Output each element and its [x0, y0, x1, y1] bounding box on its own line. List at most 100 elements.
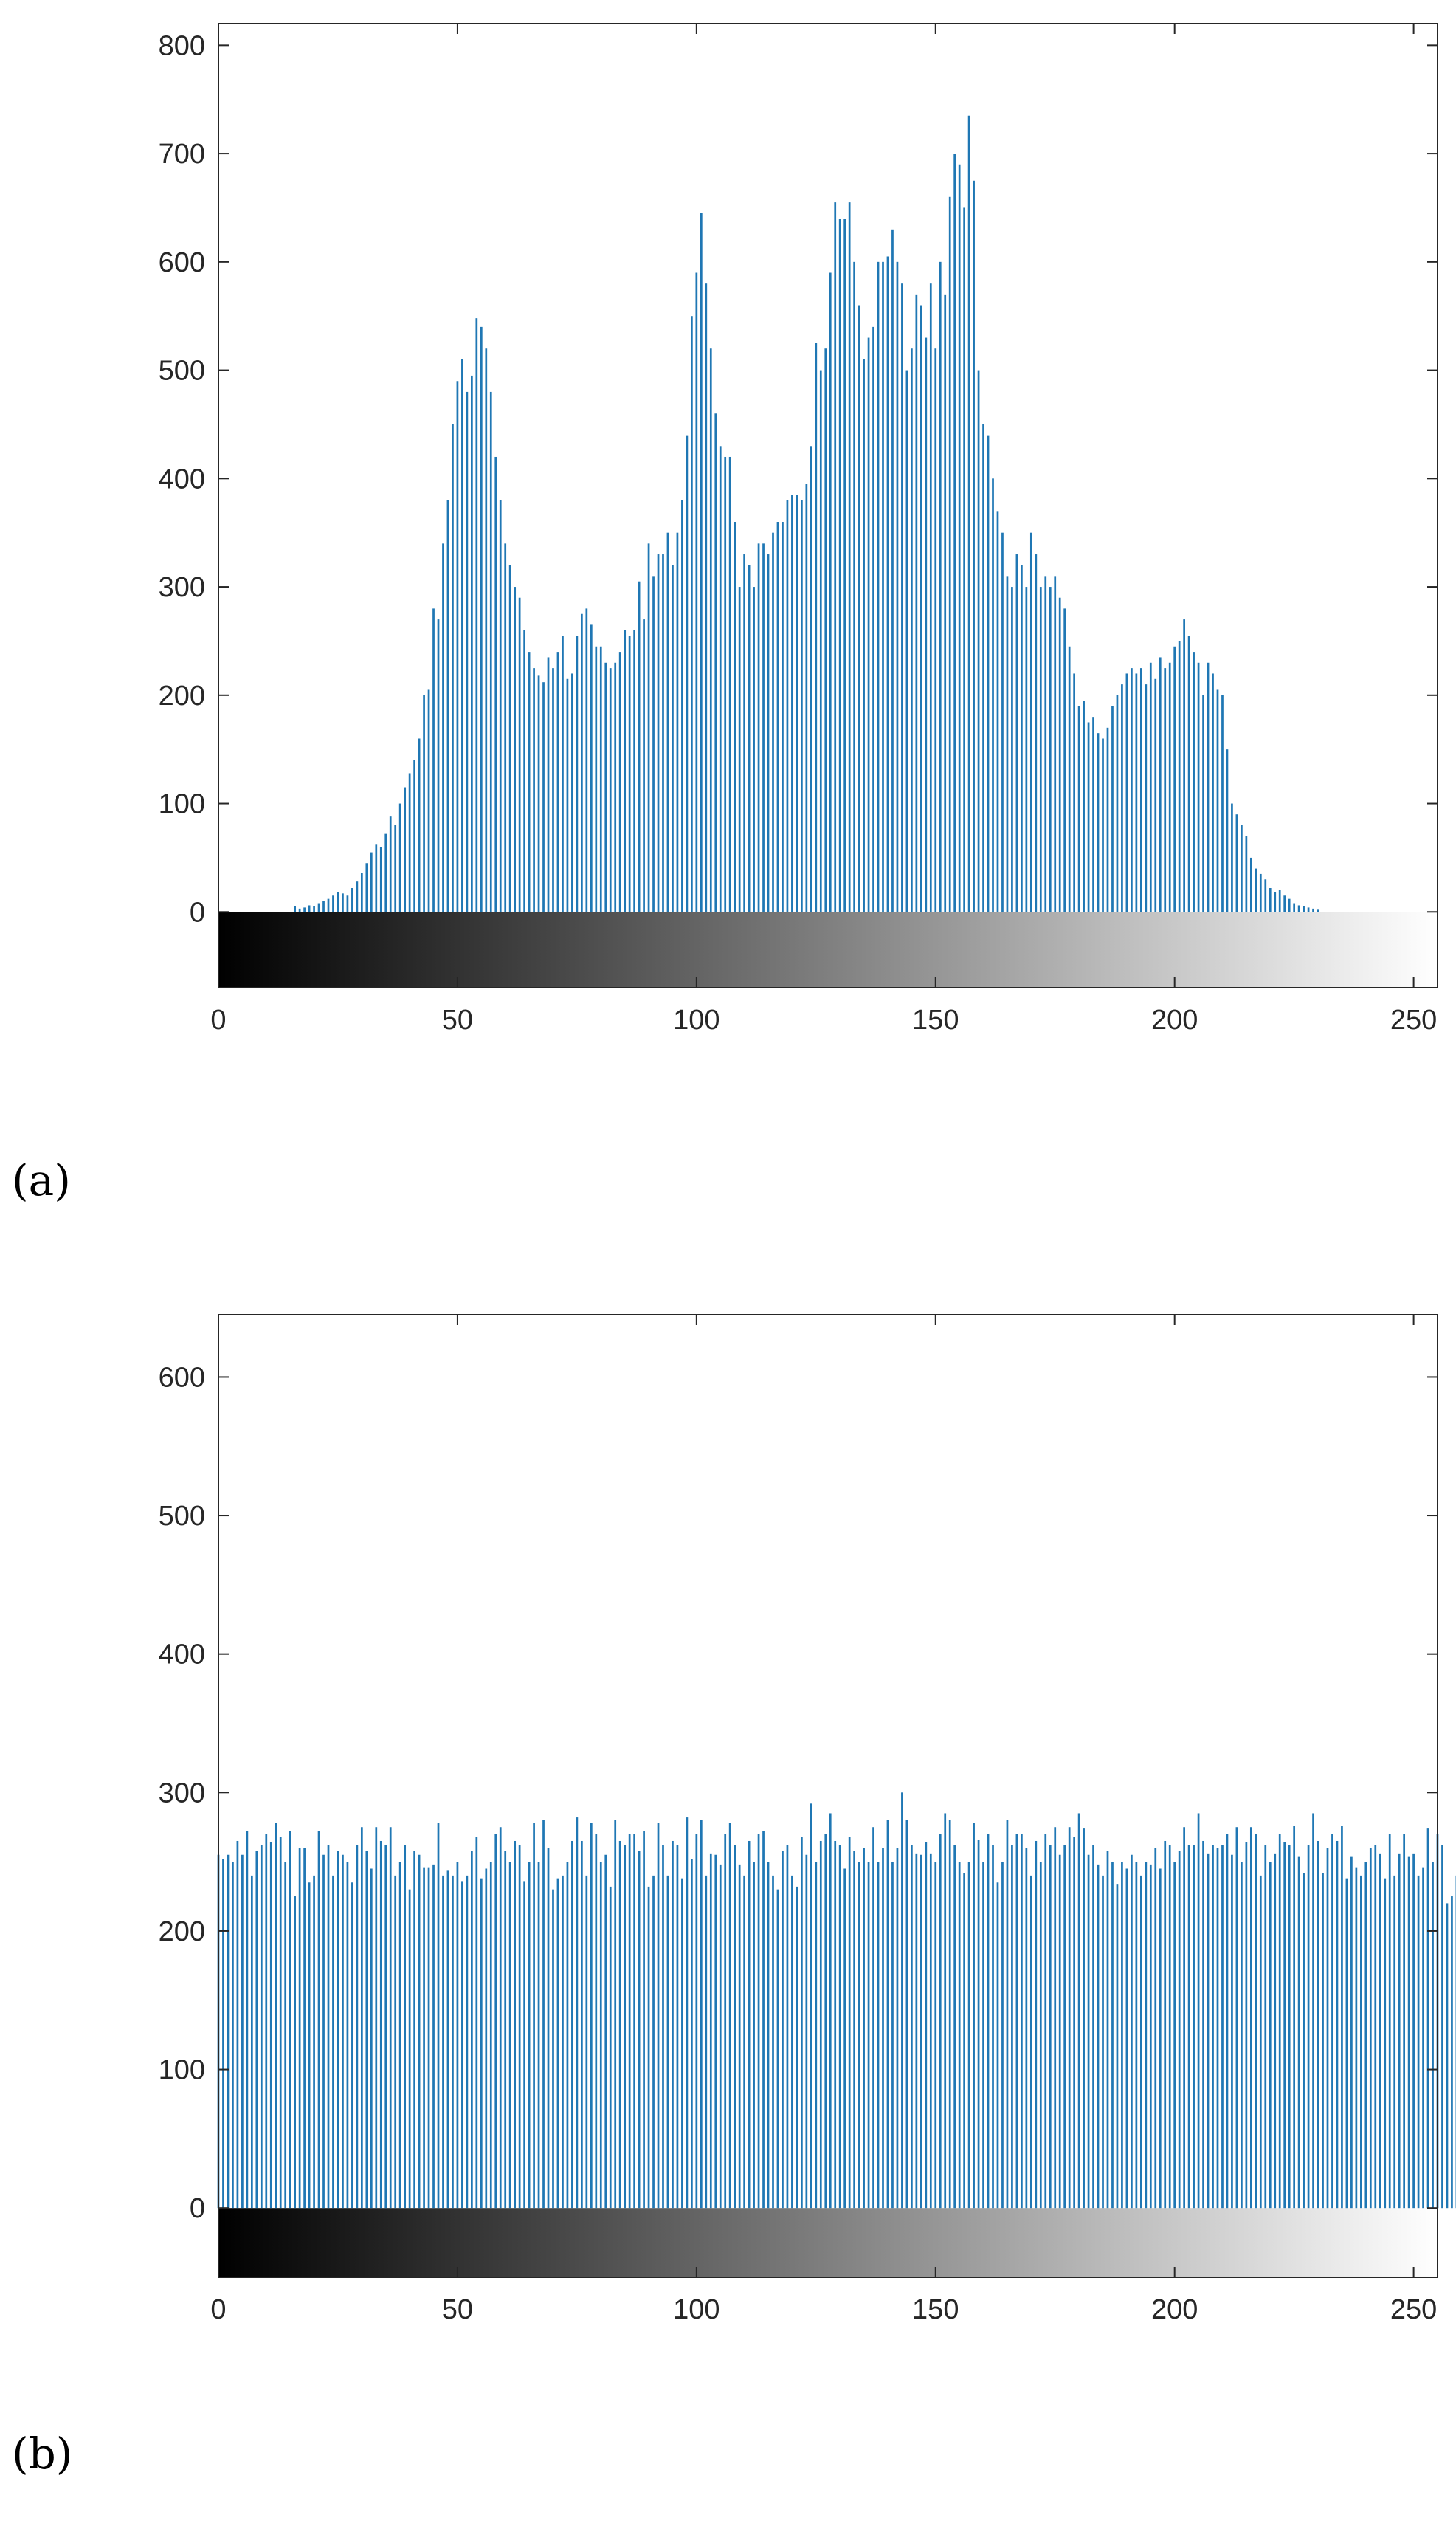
- bar: [953, 1845, 956, 2209]
- bar: [370, 852, 373, 912]
- bar: [332, 1875, 334, 2209]
- bar: [805, 484, 808, 912]
- bar: [1035, 554, 1038, 912]
- bar: [1212, 1845, 1214, 2209]
- bar: [260, 1845, 263, 2209]
- x-tick-label: 200: [1151, 1005, 1198, 1036]
- bar: [996, 1882, 999, 2209]
- bar: [782, 522, 784, 912]
- bar: [824, 348, 827, 912]
- bar: [1159, 1868, 1162, 2209]
- bar: [1021, 565, 1023, 912]
- bar: [542, 1820, 545, 2209]
- bar: [882, 261, 884, 912]
- bar: [389, 816, 392, 912]
- bar: [485, 1868, 488, 2209]
- bar: [709, 348, 712, 912]
- x-tick-label: 100: [673, 1005, 720, 1036]
- bar: [772, 1875, 774, 2209]
- axes-box: [218, 1314, 1438, 2278]
- bar: [992, 478, 994, 912]
- bar: [691, 316, 693, 912]
- bar: [1241, 1862, 1243, 2209]
- bar: [275, 1823, 277, 2209]
- bar: [858, 305, 860, 912]
- bar: [475, 318, 478, 912]
- bar: [609, 668, 612, 912]
- bar: [466, 1875, 469, 2209]
- bar: [322, 1854, 325, 2209]
- bar: [1145, 684, 1148, 912]
- bar: [1446, 1903, 1449, 2209]
- bar: [562, 1875, 564, 2209]
- bar: [719, 1864, 722, 2209]
- bar: [810, 446, 812, 912]
- bar: [834, 202, 837, 912]
- bar: [289, 1831, 291, 2209]
- bar: [714, 1854, 717, 2209]
- y-tick-label: 200: [159, 1916, 205, 1947]
- bar: [581, 1840, 583, 2209]
- bar: [1006, 576, 1009, 912]
- bar: [1326, 1848, 1329, 2209]
- bar: [1183, 1827, 1185, 2209]
- bar: [901, 283, 903, 912]
- bar: [1303, 906, 1305, 912]
- bar: [537, 1862, 540, 2209]
- bar: [1235, 1827, 1238, 2209]
- bar: [585, 608, 588, 912]
- bar: [317, 903, 320, 912]
- bar: [1341, 1826, 1343, 2209]
- bar: [753, 1862, 755, 2209]
- bar: [843, 219, 846, 912]
- bar: [518, 597, 521, 912]
- bar: [303, 1848, 306, 2209]
- bar: [342, 1854, 344, 2209]
- bar: [508, 565, 511, 912]
- bar: [1259, 1875, 1262, 2209]
- bar: [446, 500, 449, 912]
- bar: [628, 1834, 631, 2209]
- bar: [1379, 1853, 1381, 2209]
- bar: [537, 675, 540, 912]
- bar: [872, 326, 874, 912]
- histogram-chart-b: 0 100 200 300 400 500 600 0 50 100 150 200 250: [159, 1314, 1456, 2325]
- bar: [672, 1840, 674, 2209]
- x-tick-label: 0: [210, 1005, 226, 1036]
- bar: [1255, 1834, 1257, 2209]
- bar: [896, 1848, 899, 2209]
- bar: [1125, 673, 1128, 912]
- bar: [1241, 825, 1243, 912]
- bar: [819, 370, 822, 912]
- bar: [1207, 662, 1210, 912]
- bar: [1183, 619, 1185, 912]
- bar: [1307, 907, 1310, 912]
- bar: [643, 1831, 645, 2209]
- plot-area: [218, 24, 1438, 988]
- bar: [1187, 1845, 1190, 2209]
- bar: [533, 1823, 535, 2209]
- bar: [1412, 1853, 1415, 2209]
- bar: [1121, 1862, 1123, 2209]
- bar: [977, 370, 980, 912]
- bar: [858, 1862, 860, 2209]
- bar: [848, 1837, 851, 2209]
- bar: [518, 1845, 521, 2209]
- bar: [1173, 646, 1176, 912]
- y-tick-label: 700: [159, 139, 205, 170]
- bar: [891, 1862, 894, 2209]
- bar: [1001, 1862, 1004, 2209]
- bars: [294, 115, 1319, 912]
- bar: [1097, 1864, 1100, 2209]
- bar: [939, 261, 942, 912]
- bar: [1145, 1862, 1148, 2209]
- bar: [1049, 1845, 1052, 2209]
- bar: [1278, 1834, 1281, 2209]
- bar: [1073, 673, 1075, 912]
- bar: [1407, 1856, 1410, 2209]
- y-tick-label: 400: [159, 464, 205, 495]
- bar: [1259, 873, 1262, 912]
- bar: [432, 1864, 435, 2209]
- bar: [547, 1848, 550, 2209]
- bar: [1039, 587, 1042, 912]
